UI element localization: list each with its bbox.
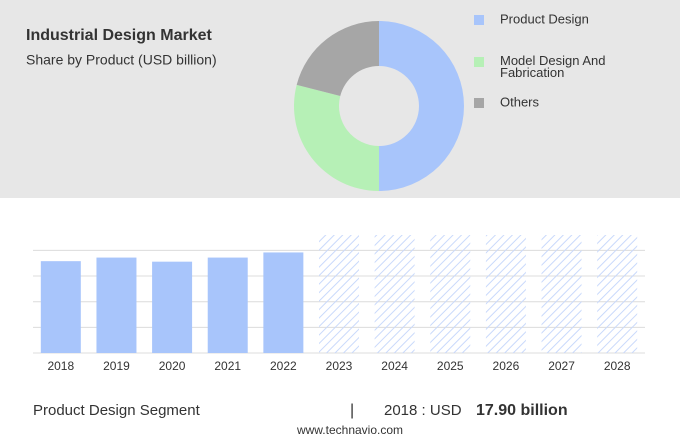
bar — [207, 257, 248, 353]
bar — [96, 257, 137, 353]
forecast-placeholder — [541, 235, 582, 353]
x-tick-label: 2025 — [437, 359, 464, 373]
value-label: 17.90 billion — [476, 402, 568, 419]
x-tick-label: 2023 — [326, 359, 353, 373]
x-tick-label: 2022 — [270, 359, 297, 373]
forecast-placeholder — [319, 235, 359, 353]
forecast-placeholder — [430, 235, 471, 353]
bar — [263, 252, 304, 353]
bar-chart: 2018 2019 2020 2021 2022 2023 2024 2025 2026 2027… — [33, 235, 645, 373]
bar — [152, 261, 193, 353]
donut — [294, 21, 464, 191]
legend-label: Product Design — [500, 11, 589, 26]
bar — [40, 261, 81, 353]
x-tick-label: 2028 — [604, 359, 631, 373]
x-tick-label: 2018 — [47, 359, 74, 373]
legend-swatch — [474, 98, 484, 108]
x-tick-label: 2024 — [381, 359, 408, 373]
x-tick-label: 2027 — [548, 359, 575, 373]
chart-title: Industrial Design Market — [26, 27, 212, 44]
donut-segment — [379, 21, 464, 191]
forecast-placeholder — [374, 235, 415, 353]
forecast-placeholder — [485, 235, 526, 353]
segment-label: Product Design Segment — [33, 402, 201, 419]
donut-segment — [296, 21, 379, 97]
forecast-placeholder — [597, 235, 638, 353]
separator: | — [350, 402, 354, 419]
legend-swatch — [474, 57, 484, 67]
x-tick-label: 2021 — [214, 359, 241, 373]
legend-swatch — [474, 15, 484, 25]
donut-segment — [294, 84, 379, 191]
x-tick-label: 2019 — [103, 359, 130, 373]
year-label: 2018 : USD — [384, 402, 462, 419]
legend: Product Design Model Design And Fabricatio… — [474, 11, 606, 109]
legend-label: Others — [500, 94, 540, 109]
chart-subtitle: Share by Product (USD billion) — [26, 52, 217, 68]
x-tick-label: 2026 — [493, 359, 520, 373]
source: www.technavio.com — [296, 423, 403, 437]
x-tick-label: 2020 — [159, 359, 186, 373]
legend-label: Model Design And Fabrication — [500, 53, 606, 80]
